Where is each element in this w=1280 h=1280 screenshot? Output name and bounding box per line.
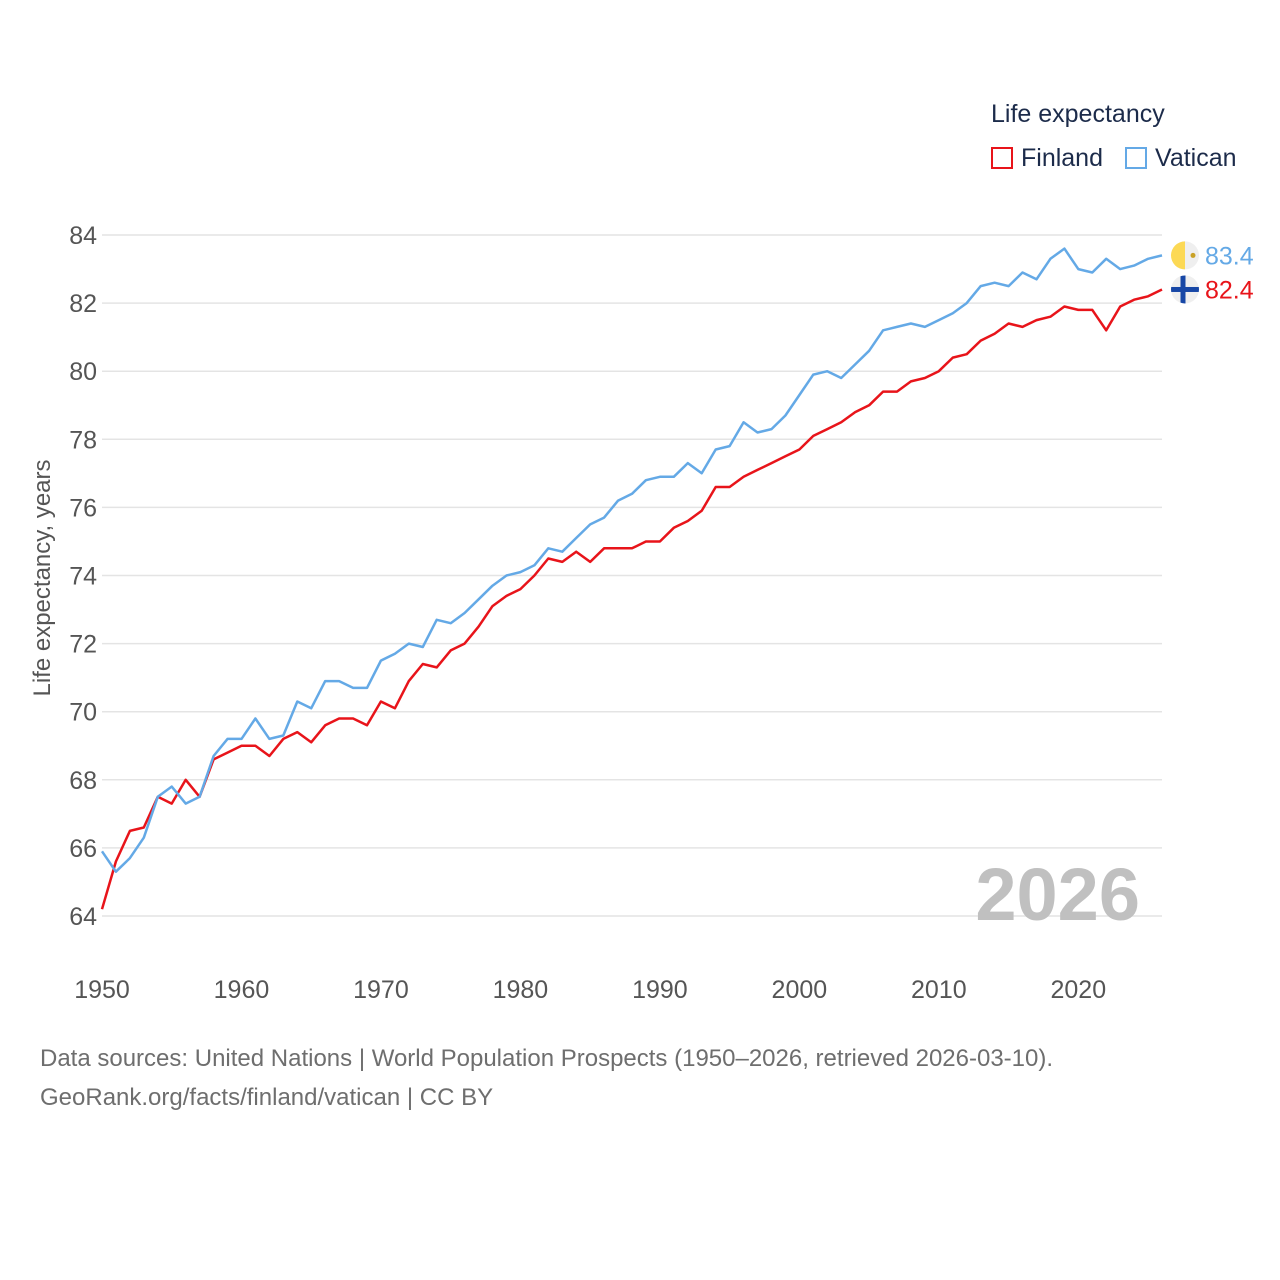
y-tick-label: 84 bbox=[69, 222, 97, 250]
x-axis-ticks: 1950 1960 1970 1980 1990 2000 2010 2020 bbox=[74, 976, 1106, 1004]
y-tick-label: 70 bbox=[69, 699, 97, 727]
y-tick-label: 68 bbox=[69, 767, 97, 795]
footer-attribution[interactable]: GeoRank.org/facts/finland/vatican | CC B… bbox=[40, 1084, 494, 1111]
x-tick-label: 1980 bbox=[493, 976, 549, 1004]
legend-swatch-finland bbox=[991, 147, 1013, 169]
endpoint-finland: 82.4 bbox=[1171, 275, 1254, 304]
legend-item-vatican[interactable]: Vatican bbox=[1125, 143, 1237, 173]
legend-label-finland: Finland bbox=[1021, 143, 1103, 172]
x-tick-label: 1960 bbox=[214, 976, 270, 1004]
footer-sources: Data sources: United Nations | World Pop… bbox=[40, 1045, 1054, 1072]
x-tick-label: 1950 bbox=[74, 976, 130, 1004]
y-tick-label: 78 bbox=[69, 426, 97, 454]
end-value-label-finland: 82.4 bbox=[1205, 276, 1254, 304]
y-axis-label: Life expectancy, years bbox=[29, 459, 56, 696]
legend-item-finland[interactable]: Finland bbox=[991, 143, 1103, 173]
y-tick-label: 76 bbox=[69, 494, 97, 522]
x-tick-label: 2020 bbox=[1051, 976, 1107, 1004]
y-tick-label: 72 bbox=[69, 631, 97, 659]
legend-swatch-vatican bbox=[1125, 147, 1147, 169]
legend-title: Life expectancy bbox=[991, 100, 1165, 128]
series-lines bbox=[100, 247, 1163, 910]
x-tick-label: 2000 bbox=[772, 976, 828, 1004]
vatican-flag-icon bbox=[1171, 241, 1199, 270]
legend-label-vatican: Vatican bbox=[1155, 143, 1237, 172]
y-tick-label: 80 bbox=[69, 358, 97, 386]
series-line-finland[interactable] bbox=[100, 288, 1163, 910]
y-tick-label: 64 bbox=[69, 903, 97, 931]
y-tick-label: 66 bbox=[69, 835, 97, 863]
series-endpoints: 82.4 83.4 bbox=[1171, 241, 1254, 304]
x-tick-label: 1970 bbox=[353, 976, 409, 1004]
endpoint-vatican: 83.4 bbox=[1171, 241, 1254, 270]
y-tick-label: 82 bbox=[69, 290, 97, 318]
y-axis-ticks: 64 66 68 70 72 74 76 78 80 82 84 bbox=[69, 222, 97, 931]
gridlines bbox=[102, 234, 1162, 917]
x-tick-label: 1990 bbox=[632, 976, 688, 1004]
series-line-vatican[interactable] bbox=[100, 247, 1163, 873]
finland-flag-icon bbox=[1171, 275, 1199, 304]
end-value-label-vatican: 83.4 bbox=[1205, 242, 1254, 270]
x-tick-label: 2010 bbox=[911, 976, 967, 1004]
y-tick-label: 74 bbox=[69, 563, 97, 591]
year-watermark: 2026 bbox=[975, 853, 1140, 936]
